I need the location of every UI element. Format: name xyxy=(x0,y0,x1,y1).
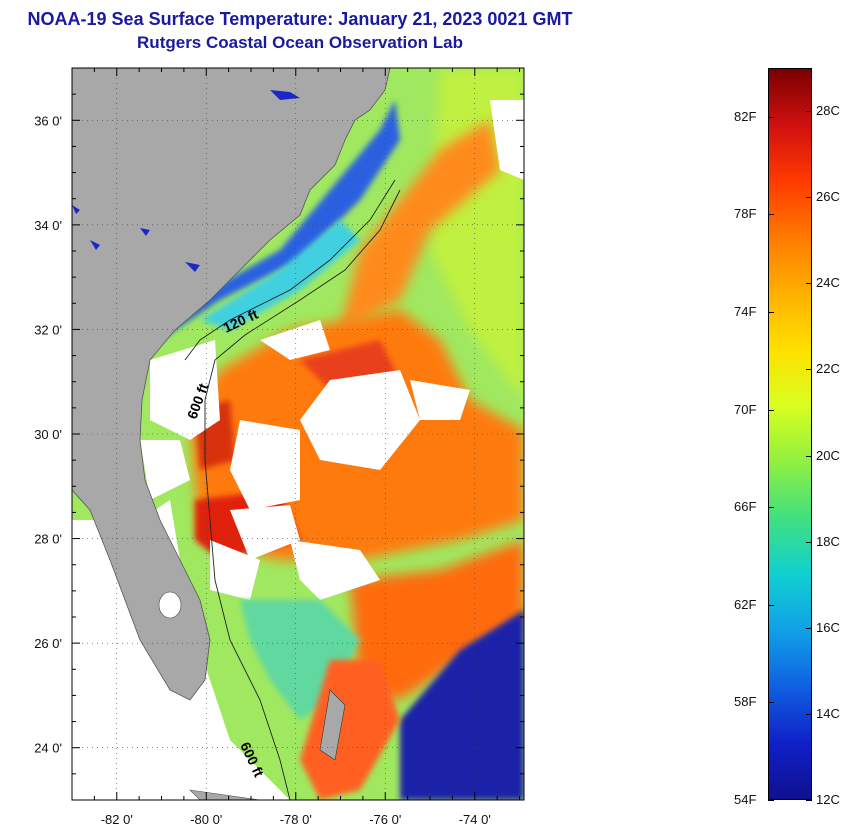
south-warm-area xyxy=(300,660,400,800)
colorbar-celsius-tick xyxy=(806,369,812,371)
inland-lakes xyxy=(72,90,300,272)
lon-tick-label: -80 0' xyxy=(190,812,222,827)
lake-okeechobee xyxy=(158,591,182,619)
graticule xyxy=(72,68,524,800)
lon-tick-label: -82 0' xyxy=(101,812,133,827)
map-plot-area xyxy=(72,68,524,800)
colorbar-celsius-label: 22C xyxy=(816,361,840,377)
colorbar-fahrenheit-label: 66F xyxy=(734,499,757,515)
gulf-stream-north xyxy=(340,120,500,330)
colorbar-fahrenheit-label: 62F xyxy=(734,596,757,612)
colorbar-fahrenheit-tick xyxy=(768,409,774,411)
lat-tick-label: 24 0' xyxy=(34,741,62,756)
colorbar-celsius-tick xyxy=(806,197,812,199)
colorbar-celsius-tick xyxy=(806,283,812,285)
colorbar-fahrenheit-tick xyxy=(768,507,774,509)
colorbar-fahrenheit-tick xyxy=(768,800,774,801)
colorbar-celsius-label: 14C xyxy=(816,705,840,721)
colorbar-fahrenheit-tick xyxy=(768,214,774,216)
colorbar-celsius-tick xyxy=(806,713,812,715)
colorbar-celsius-label: 16C xyxy=(816,619,840,635)
axis-ticks xyxy=(71,67,524,801)
colorbar-celsius-tick xyxy=(806,111,812,113)
colorbar-fahrenheit-label: 54F xyxy=(734,792,757,807)
lat-tick-label: 32 0' xyxy=(34,322,62,337)
coastal-cyan-band xyxy=(200,220,360,330)
colorbar-fahrenheit-tick xyxy=(768,604,774,606)
colorbar-fahrenheit-tick xyxy=(768,116,774,118)
lat-tick-label: 36 0' xyxy=(34,113,62,128)
colorbar-fahrenheit-label: 78F xyxy=(734,206,757,222)
lon-tick-label: -78 0' xyxy=(280,812,312,827)
colorbar-celsius-tick xyxy=(806,455,812,457)
colorbar-celsius-label: 26C xyxy=(816,189,840,205)
contour-600ft xyxy=(204,189,401,800)
land-southeast-us xyxy=(72,68,391,701)
contour-120ft xyxy=(184,179,396,361)
map-title: NOAA-19 Sea Surface Temperature: January… xyxy=(27,9,573,29)
colorbar-fahrenheit-tick xyxy=(768,312,774,313)
lat-tick-label: 30 0' xyxy=(34,427,62,442)
lat-tick-label: 28 0' xyxy=(34,532,62,547)
colorbar-celsius-label: 24C xyxy=(816,275,840,291)
colorbar-fahrenheit-label: 70F xyxy=(734,401,757,417)
lon-tick-label: -76 0' xyxy=(369,812,401,827)
lon-tick-label: -74 0' xyxy=(459,812,491,827)
lat-tick-label: 34 0' xyxy=(34,218,62,233)
cloud-cover xyxy=(72,100,524,800)
colorbar-celsius-tick xyxy=(806,541,812,543)
colorbar-celsius-label: 12C xyxy=(816,792,840,807)
colorbar-celsius-tick xyxy=(806,627,812,629)
map-subtitle: Rutgers Coastal Ocean Observation Lab xyxy=(137,33,463,52)
colorbar-fahrenheit-label: 74F xyxy=(734,304,757,319)
colorbar-celsius-label: 28C xyxy=(816,103,840,119)
temperature-colorbar xyxy=(768,68,812,800)
colorbar-celsius-label: 20C xyxy=(816,447,840,463)
colorbar-celsius-label: 18C xyxy=(816,533,840,549)
colorbar-fahrenheit-label: 58F xyxy=(734,694,757,710)
colorbar-fahrenheit-tick xyxy=(768,702,774,704)
cuba-coast xyxy=(189,789,261,800)
cold-water-southeast xyxy=(400,610,524,800)
lat-tick-label: 26 0' xyxy=(34,636,62,651)
colorbar-fahrenheit-label: 82F xyxy=(734,108,757,124)
andros-island xyxy=(319,689,346,761)
colorbar-celsius-tick xyxy=(806,800,812,801)
gulf-stream-south xyxy=(350,540,524,700)
